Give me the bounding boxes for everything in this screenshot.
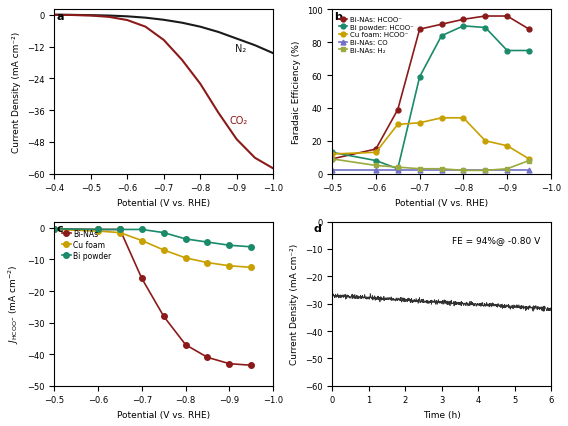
- Bi powder: [116, 227, 123, 233]
- Text: c: c: [56, 224, 63, 233]
- X-axis label: Potential (V vs. RHE): Potential (V vs. RHE): [117, 410, 210, 419]
- Bi powder: [95, 227, 102, 233]
- Bi-NAs: [248, 363, 254, 368]
- Cu foam: HCOO⁻: (-0.95, 9): HCOO⁻: (-0.95, 9): [526, 157, 533, 162]
- Bi powder: HCOO⁻: (-0.75, 84): HCOO⁻: (-0.75, 84): [438, 34, 445, 39]
- Bi-NAs: HCOO⁻: (-0.65, 39): HCOO⁻: (-0.65, 39): [394, 108, 401, 113]
- Cu foam: HCOO⁻: (-0.5, 12): HCOO⁻: (-0.5, 12): [329, 152, 336, 157]
- Bi powder: HCOO⁻: (-0.8, 90): HCOO⁻: (-0.8, 90): [460, 24, 467, 29]
- Bi-NAs: HCOO⁻: (-0.6, 15): HCOO⁻: (-0.6, 15): [373, 147, 379, 152]
- Cu foam: [116, 230, 123, 236]
- Bi-NAs: H₂: (-0.9, 3): H₂: (-0.9, 3): [504, 167, 511, 172]
- Text: N₂: N₂: [235, 43, 246, 53]
- Text: b: b: [334, 12, 342, 22]
- Bi-NAs: HCOO⁻: (-0.5, 9): HCOO⁻: (-0.5, 9): [329, 157, 336, 162]
- Bi-NAs: H₂: (-0.65, 4): H₂: (-0.65, 4): [394, 165, 401, 170]
- Line: Bi-NAs: CO: Bi-NAs: CO: [329, 169, 532, 173]
- Bi-NAs: HCOO⁻: (-0.7, 88): HCOO⁻: (-0.7, 88): [416, 28, 423, 33]
- Bi-NAs: H₂: (-0.75, 3): H₂: (-0.75, 3): [438, 167, 445, 172]
- Y-axis label: $J_{\mathrm{HCOO}^{-}}$ (mA cm$^{-2}$): $J_{\mathrm{HCOO}^{-}}$ (mA cm$^{-2}$): [7, 264, 22, 344]
- Cu foam: HCOO⁻: (-0.9, 17): HCOO⁻: (-0.9, 17): [504, 144, 511, 149]
- Bi powder: [226, 243, 233, 248]
- Bi-NAs: CO: (-0.7, 2): CO: (-0.7, 2): [416, 168, 423, 173]
- Bi-NAs: HCOO⁻: (-0.75, 91): HCOO⁻: (-0.75, 91): [438, 23, 445, 28]
- Cu foam: [160, 248, 167, 253]
- Bi-NAs: H₂: (-0.5, 9): H₂: (-0.5, 9): [329, 157, 336, 162]
- Bi-NAs: [160, 314, 167, 319]
- Line: Bi-NAs: H₂: Bi-NAs: H₂: [330, 158, 531, 173]
- Cu foam: HCOO⁻: (-0.7, 31): HCOO⁻: (-0.7, 31): [416, 121, 423, 126]
- Bi-NAs: [51, 227, 58, 232]
- Bi powder: [204, 240, 211, 245]
- Bi powder: [51, 227, 58, 232]
- Bi powder: [248, 245, 254, 250]
- Line: Bi powder: HCOO⁻: Bi powder: HCOO⁻: [329, 24, 532, 172]
- Bi-NAs: HCOO⁻: (-0.8, 94): HCOO⁻: (-0.8, 94): [460, 18, 467, 23]
- Y-axis label: Current Density (mA cm⁻²): Current Density (mA cm⁻²): [12, 32, 21, 153]
- Text: CO₂: CO₂: [229, 116, 248, 126]
- Bi powder: HCOO⁻: (-0.85, 89): HCOO⁻: (-0.85, 89): [482, 26, 488, 31]
- Bi powder: HCOO⁻: (-0.95, 75): HCOO⁻: (-0.95, 75): [526, 49, 533, 54]
- Bi powder: [182, 237, 189, 242]
- Bi-NAs: CO: (-0.6, 2): CO: (-0.6, 2): [373, 168, 379, 173]
- Cu foam: HCOO⁻: (-0.65, 30): HCOO⁻: (-0.65, 30): [394, 123, 401, 128]
- Line: Bi powder: Bi powder: [52, 227, 254, 250]
- Y-axis label: Current Density (mA cm⁻²): Current Density (mA cm⁻²): [290, 244, 299, 364]
- Cu foam: [182, 256, 189, 261]
- Bi-NAs: HCOO⁻: (-0.95, 88): HCOO⁻: (-0.95, 88): [526, 28, 533, 33]
- Bi-NAs: CO: (-0.8, 2): CO: (-0.8, 2): [460, 168, 467, 173]
- Bi-NAs: CO: (-0.65, 2): CO: (-0.65, 2): [394, 168, 401, 173]
- Bi powder: [139, 227, 145, 233]
- Bi powder: HCOO⁻: (-0.9, 75): HCOO⁻: (-0.9, 75): [504, 49, 511, 54]
- Cu foam: [95, 229, 102, 234]
- Bi powder: HCOO⁻: (-0.7, 59): HCOO⁻: (-0.7, 59): [416, 75, 423, 80]
- Cu foam: [248, 265, 254, 270]
- Bi-NAs: H₂: (-0.6, 5): H₂: (-0.6, 5): [373, 164, 379, 169]
- Bi-NAs: CO: (-0.95, 2): CO: (-0.95, 2): [526, 168, 533, 173]
- Cu foam: [226, 264, 233, 269]
- Y-axis label: Faradaic Efficiency (%): Faradaic Efficiency (%): [292, 41, 301, 144]
- Cu foam: [204, 260, 211, 265]
- Bi-NAs: CO: (-0.75, 2): CO: (-0.75, 2): [438, 168, 445, 173]
- Bi powder: HCOO⁻: (-0.5, 13): HCOO⁻: (-0.5, 13): [329, 150, 336, 155]
- Bi-NAs: [116, 227, 123, 233]
- Bi-NAs: [95, 227, 102, 233]
- Bi-NAs: H₂: (-0.7, 3): H₂: (-0.7, 3): [416, 167, 423, 172]
- Bi-NAs: CO: (-0.85, 2): CO: (-0.85, 2): [482, 168, 488, 173]
- Text: d: d: [314, 223, 321, 233]
- X-axis label: Potential (V vs. RHE): Potential (V vs. RHE): [117, 199, 210, 207]
- Text: a: a: [56, 12, 64, 22]
- Text: FE = 94%@ -0.80 V: FE = 94%@ -0.80 V: [453, 235, 541, 244]
- Cu foam: HCOO⁻: (-0.6, 13): HCOO⁻: (-0.6, 13): [373, 150, 379, 155]
- Bi-NAs: H₂: (-0.95, 8): H₂: (-0.95, 8): [526, 158, 533, 164]
- Legend: Bi-NAs, Cu foam, Bi powder: Bi-NAs, Cu foam, Bi powder: [60, 227, 113, 262]
- X-axis label: Time (h): Time (h): [423, 410, 461, 419]
- Bi-NAs: CO: (-0.5, 2): CO: (-0.5, 2): [329, 168, 336, 173]
- Legend: Bi-NAs: HCOO⁻, Bi powder: HCOO⁻, Cu foam: HCOO⁻, Bi-NAs: CO, Bi-NAs: H₂: Bi-NAs: HCOO⁻, Bi powder: HCOO⁻, Cu foam…: [338, 15, 415, 55]
- Cu foam: HCOO⁻: (-0.8, 34): HCOO⁻: (-0.8, 34): [460, 116, 467, 121]
- Line: Cu foam: Cu foam: [52, 227, 254, 271]
- Bi-NAs: [204, 355, 211, 360]
- Cu foam: [51, 227, 58, 233]
- Bi-NAs: [139, 276, 145, 281]
- Bi-NAs: H₂: (-0.85, 2): H₂: (-0.85, 2): [482, 168, 488, 173]
- Line: Bi-NAs: Bi-NAs: [52, 227, 254, 368]
- Cu foam: HCOO⁻: (-0.85, 20): HCOO⁻: (-0.85, 20): [482, 139, 488, 144]
- Line: Bi-NAs: HCOO⁻: Bi-NAs: HCOO⁻: [329, 14, 532, 162]
- Bi-NAs: HCOO⁻: (-0.9, 96): HCOO⁻: (-0.9, 96): [504, 14, 511, 20]
- Cu foam: [139, 239, 145, 244]
- Line: Cu foam: HCOO⁻: Cu foam: HCOO⁻: [329, 116, 532, 162]
- Bi-NAs: CO: (-0.9, 2): CO: (-0.9, 2): [504, 168, 511, 173]
- Bi-NAs: [182, 343, 189, 348]
- Bi-NAs: HCOO⁻: (-0.85, 96): HCOO⁻: (-0.85, 96): [482, 14, 488, 20]
- Bi-NAs: H₂: (-0.8, 2): H₂: (-0.8, 2): [460, 168, 467, 173]
- Bi powder: HCOO⁻: (-0.6, 8): HCOO⁻: (-0.6, 8): [373, 158, 379, 164]
- Bi powder: [160, 230, 167, 236]
- Cu foam: HCOO⁻: (-0.75, 34): HCOO⁻: (-0.75, 34): [438, 116, 445, 121]
- Bi powder: HCOO⁻: (-0.65, 3): HCOO⁻: (-0.65, 3): [394, 167, 401, 172]
- Bi-NAs: [226, 361, 233, 366]
- X-axis label: Potential (V vs. RHE): Potential (V vs. RHE): [395, 199, 488, 207]
